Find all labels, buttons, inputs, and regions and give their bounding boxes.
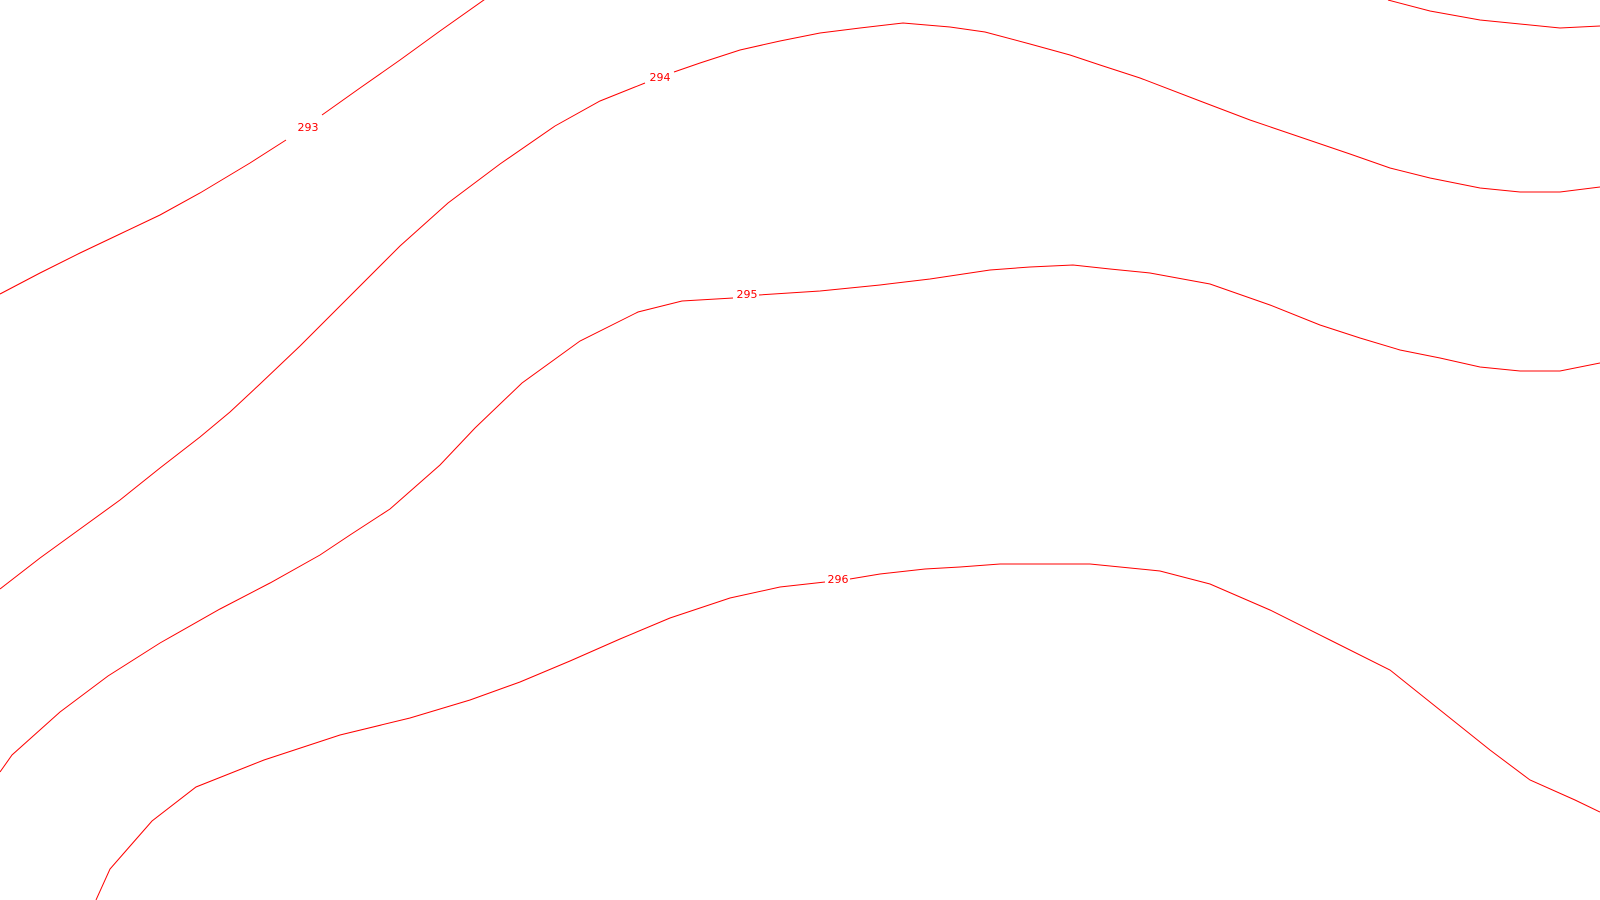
contour-line-294-right — [673, 22, 1600, 193]
contour-294: 294 — [0, 22, 1600, 590]
contour-line-295-left — [0, 297, 734, 773]
contour-label-293: 293 — [298, 121, 319, 134]
contour-line-293 — [0, 139, 287, 295]
contour-label-295: 295 — [737, 288, 758, 301]
contour-295: 295 — [0, 264, 1600, 773]
contour-line-296-right — [849, 563, 1600, 813]
contour-line-296-left — [95, 581, 826, 900]
contour-293: 293 — [0, 0, 485, 295]
contour-296: 296 — [95, 563, 1600, 900]
contour-line-294-left — [0, 82, 646, 590]
contour-label-294: 294 — [650, 71, 671, 84]
contour-label-296: 296 — [828, 573, 849, 586]
contour-top-right — [1387, 0, 1600, 29]
contour-line-295-right — [758, 264, 1600, 372]
contour-line-top-right — [1387, 0, 1600, 29]
contour-line-293-upper — [321, 0, 485, 116]
